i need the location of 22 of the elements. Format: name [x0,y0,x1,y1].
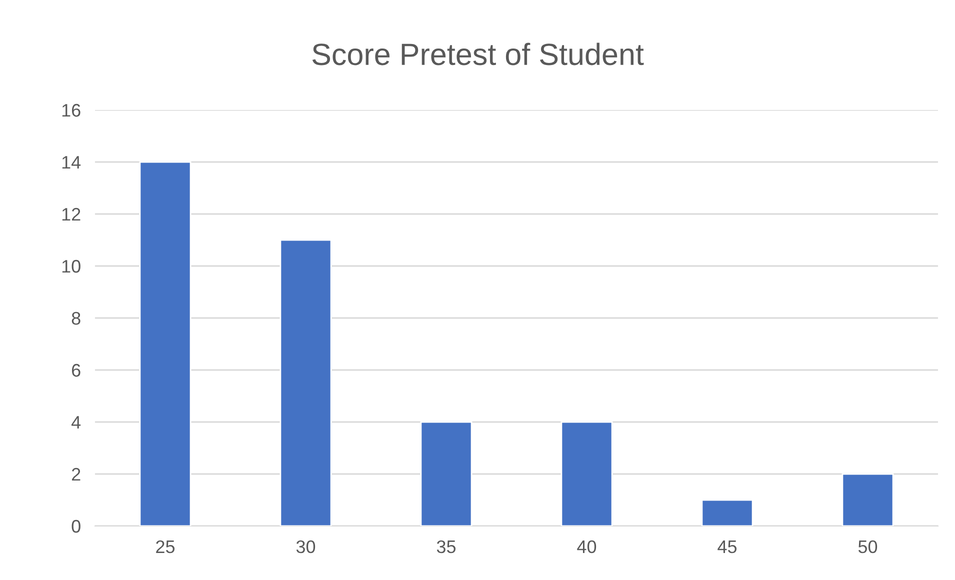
chart-title: Score Pretest of Student [312,42,644,66]
x-tick-label: 25 [156,540,175,554]
y-tick-label: 8 [72,312,80,325]
y-tick-label: 10 [62,260,80,273]
x-tick-label: 50 [858,540,878,554]
y-tick-label: 6 [72,364,80,377]
y-tick-label: 4 [71,416,81,429]
y-tick-label: 0 [72,520,80,533]
bar [139,161,192,526]
y-tick-label: 12 [62,208,80,221]
x-tick-label: 45 [718,540,737,554]
bar [701,499,754,526]
bar [280,239,332,526]
y-tick-label: 14 [62,156,81,169]
x-tick-label: 35 [436,540,456,554]
y-tick-label: 16 [62,104,80,117]
x-tick-label: 30 [296,540,316,554]
y-tick-label: 2 [72,468,80,481]
x-tick-label: 40 [577,540,596,554]
bar [842,473,894,526]
bar [560,421,613,526]
bar [420,421,472,526]
